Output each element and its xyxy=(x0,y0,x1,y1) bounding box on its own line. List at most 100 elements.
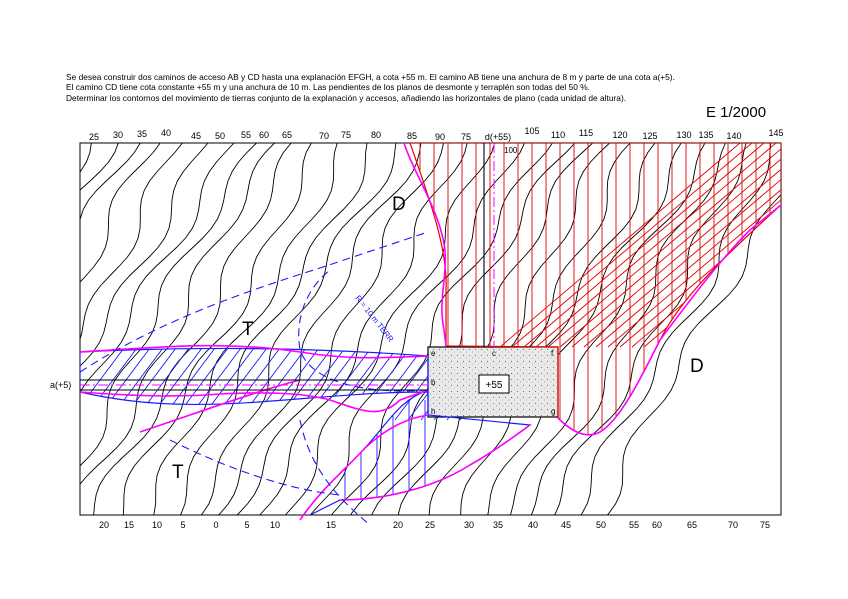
top-label-5: 50 xyxy=(215,131,225,141)
bottom-label-16: 60 xyxy=(652,520,662,530)
contour-lines xyxy=(0,143,781,523)
bottom-label-1: 15 xyxy=(124,520,134,530)
contour-line xyxy=(530,143,726,515)
platform-axes xyxy=(80,143,485,391)
contour-line xyxy=(509,143,706,515)
cut-diagonal-line xyxy=(583,143,781,348)
top-label-4: 45 xyxy=(191,131,201,141)
cut-diagonal-line xyxy=(727,143,781,348)
contour-line xyxy=(397,143,610,515)
contour-line xyxy=(371,143,593,515)
point-label-b: b xyxy=(431,378,436,387)
top-label-24: 145 xyxy=(768,128,783,138)
top-label-6: 55 xyxy=(241,130,251,140)
scale-label: E 1/2000 xyxy=(706,104,767,121)
contour-line xyxy=(0,143,60,523)
point-label-c: c xyxy=(492,349,496,358)
curve-radius-annotation: R = 10 m TERR xyxy=(353,294,395,344)
bottom-label-14: 50 xyxy=(596,520,606,530)
cut-diagonal-line xyxy=(571,143,781,348)
top-contour-labels: 25 30 35 40 45 50 55 60 65 70 75 80 85 90 75 d(+55) 105 1… xyxy=(89,126,784,142)
contour-line xyxy=(80,143,183,341)
bottom-label-7: 15 xyxy=(326,520,336,530)
contour-line xyxy=(80,143,235,395)
contour-line xyxy=(284,143,496,515)
top-label-10: 75 xyxy=(341,130,351,140)
cut-diagonal-line xyxy=(607,143,781,348)
contour-line xyxy=(460,143,656,515)
point-label-f: f xyxy=(551,349,554,358)
top-label-21: 130 xyxy=(676,130,691,140)
contour-line xyxy=(553,143,747,515)
bottom-label-19: 75 xyxy=(760,520,770,530)
point-label-h: h xyxy=(431,407,435,416)
top-label-1: 30 xyxy=(113,130,123,140)
top-label-18: 115 xyxy=(579,128,593,138)
bottom-label-3: 5 xyxy=(180,520,185,530)
contour-line xyxy=(331,143,553,515)
bottom-label-15: 55 xyxy=(629,520,639,530)
top-label-22: 135 xyxy=(698,130,713,140)
bottom-label-0: 20 xyxy=(99,520,109,530)
auxiliary-curves xyxy=(79,232,429,526)
cut-diagonal-line xyxy=(775,143,781,348)
zone-label-d-right: D xyxy=(690,356,704,377)
statement-line-1: Se desea construir dos caminos de acceso… xyxy=(66,72,675,82)
cut-diagonal-line xyxy=(619,143,781,348)
bottom-label-17: 65 xyxy=(687,520,697,530)
top-label-14: 75 xyxy=(461,132,471,142)
cut-diagonal-line xyxy=(788,143,848,347)
bottom-label-8: 20 xyxy=(393,520,403,530)
top-label-9: 70 xyxy=(319,131,329,141)
top-label-12: 85 xyxy=(407,131,417,141)
contour-line xyxy=(122,143,312,515)
contour-line xyxy=(217,143,422,515)
cut-diagonal-line xyxy=(511,143,753,348)
contour-line xyxy=(80,143,161,283)
zone-label-t-upper: T xyxy=(242,319,254,340)
statement-line-3: Determinar los contornos del movimiento … xyxy=(66,92,627,103)
contour-line xyxy=(80,143,257,467)
top-label-13: 90 xyxy=(435,132,445,142)
point-label-e: e xyxy=(431,349,436,358)
cut-diagonal-line xyxy=(800,143,848,347)
top-label-3: 40 xyxy=(161,128,171,138)
bottom-label-18: 70 xyxy=(728,520,738,530)
bottom-label-10: 30 xyxy=(464,520,474,530)
contour-line xyxy=(80,143,119,191)
cut-diagonal-line xyxy=(559,143,781,348)
cut-diagonal-line xyxy=(523,143,765,348)
contour-line xyxy=(428,143,631,515)
zone-label-t-lower: T xyxy=(172,462,184,483)
contour-line xyxy=(200,143,397,515)
top-label-15: d(+55) xyxy=(485,132,511,142)
contour-line xyxy=(80,143,141,224)
bottom-label-11: 35 xyxy=(493,520,503,530)
statement-line-2: El camino CD tiene cota constante +55 m … xyxy=(66,82,590,93)
contour-line xyxy=(80,143,209,367)
contour-line xyxy=(236,143,444,515)
platform-elevation-label: +55 xyxy=(486,380,503,391)
bottom-label-4: 0 xyxy=(213,520,218,530)
contour-line xyxy=(259,143,468,515)
bottom-label-6: 10 xyxy=(270,520,280,530)
point-label-g: g xyxy=(551,407,555,416)
zone-label-d-upper: D xyxy=(392,194,406,215)
contour-line xyxy=(309,143,525,515)
contour-line xyxy=(80,143,92,173)
cut-diagonal-line xyxy=(499,143,741,348)
top-label-20: 125 xyxy=(642,131,657,141)
earthwork-boundary xyxy=(79,142,782,521)
bottom-label-5: 5 xyxy=(244,520,249,530)
bottom-label-2: 10 xyxy=(152,520,162,530)
top-label-19: 120 xyxy=(612,130,627,140)
bottom-label-9: 25 xyxy=(425,520,435,530)
bottom-label-12: 40 xyxy=(528,520,538,530)
top-label-17: 110 xyxy=(551,130,565,140)
top-label-8: 65 xyxy=(282,130,292,140)
point-label-a: a(+5) xyxy=(50,380,71,390)
cut-diagonal-line xyxy=(535,143,777,348)
top-label-2: 35 xyxy=(137,129,147,139)
cut-diagonal-line xyxy=(595,143,781,348)
